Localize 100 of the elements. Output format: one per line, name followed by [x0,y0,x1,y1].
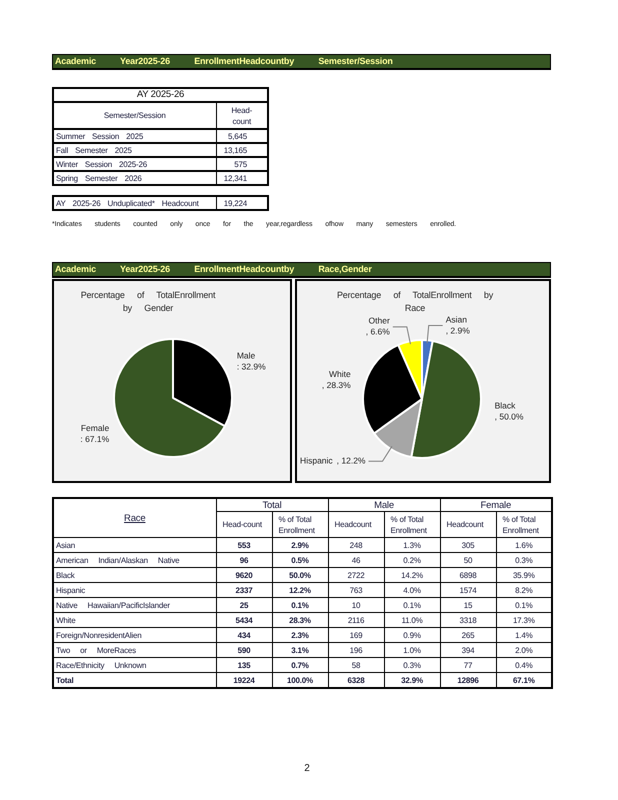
text: 2337 [236,586,252,594]
data-label: , 2.9% [446,325,470,336]
slice-label: Other [368,316,390,326]
text: 46 [352,556,360,564]
category-label: Summer Session 2025 [56,132,144,140]
slice-label: Male [236,350,256,361]
category-label: Male [328,498,440,512]
text: 2116 [348,616,364,624]
text: 0.2% [403,556,421,564]
text: 2.9% [291,540,309,550]
text: Headcount [446,520,484,529]
text: 6328 [348,676,365,684]
category-label: Native Hawaiian/PacificIslander [56,600,170,610]
chart-title: Percentage of TotalEnrollment by Race [336,289,494,315]
text: 2722 [348,570,365,580]
text: 169 [350,630,362,640]
data-label: , 12.2% [336,456,366,466]
text: 3318 [460,616,477,624]
text: 58 [352,660,360,670]
chart-title: Percentage of TotalEnrollment by Gender [80,289,216,315]
text: 35.9% [512,570,535,580]
category-label: White [56,616,76,624]
text: 5,645 [228,132,247,140]
text: 0.7% [291,660,309,670]
slice-label: Hispanic [300,456,334,466]
text: 5434 [236,616,252,624]
text: 25 [240,600,248,610]
text: 9620 [236,570,252,580]
text: 17.3% [512,616,535,624]
text: Race [53,498,216,538]
text: 0.3% [403,660,421,670]
text: 32.9% [401,676,423,684]
category-label: Winter Session 2025-26 [56,160,147,168]
text: 763 [350,586,362,594]
data-label: : 32.9% [236,362,266,372]
text: 12.2% [289,586,311,594]
category-label: Foreign/NonresidentAlien [56,630,142,640]
text: 394 [462,646,474,654]
text: 3.1% [291,646,309,654]
text: 265 [462,630,474,640]
category-label: American Indian/Alaskan Native [56,556,180,564]
text: 2.3% [291,630,309,640]
text: 13,165 [224,146,247,154]
text: 19224 [233,676,255,684]
text: 575 [234,160,247,168]
category-label: Total [56,676,74,684]
data-label: : 67.1% [80,434,110,444]
category-label: Spring Semester 2026 [56,174,142,182]
category-label: AY 2025-26 Unduplicated* Headcount [56,198,199,208]
text: 11.0% [401,616,423,624]
text: 0.5% [291,556,309,564]
text: Headcount [334,520,372,529]
text: 50.0% [289,570,311,580]
slice-label: Black [494,400,516,411]
text: 1.3% [403,540,421,550]
text: Head-count [222,520,262,529]
text: 50 [464,556,472,564]
text: Academic Year2025-26 EnrollmentHeadcountby Race,Gender [52,262,551,278]
text: 590 [238,646,250,654]
data-label: , 28.3% [322,380,352,390]
text: 1.0% [403,646,421,654]
text: 19,224 [224,198,247,208]
text: 12,341 [224,174,247,182]
text: 6898 [460,570,477,580]
text: Academic Year2025-26 EnrollmentHeadcountby Semester/Session [52,54,551,70]
text: 12896 [457,676,479,684]
text: 77 [464,660,472,670]
text: Semester/Session [53,102,216,129]
text: 0.1% [403,600,421,610]
text: 135 [238,660,250,670]
text: 1574 [460,586,477,594]
category-label: Female [440,498,552,512]
text: 1.4% [515,630,532,640]
text: 1.6% [515,540,532,550]
data-label: , 50.0% [494,412,524,422]
category-label: Black [56,570,75,580]
text: 553 [238,540,250,550]
text: 8.2% [515,586,532,594]
data-label: , 6.6% [366,326,390,337]
text: 96 [240,556,248,564]
category-label: Hispanic [56,586,86,594]
category-label: Asian [56,540,76,550]
category-label: Race/Ethnicity Unknown [56,660,146,670]
text: % of Total Enrollment [390,514,427,534]
text: 4.0% [403,586,421,594]
text: % of Total Enrollment [278,514,315,534]
text: AY 2025-26 [53,88,268,102]
slice-label: White [328,369,351,380]
text: 0.3% [515,556,532,564]
text: 2 [304,763,310,774]
slice-label: Asian [446,314,468,324]
category-label: Head-count [216,102,268,129]
text: 305 [462,540,474,550]
text: 100.0% [287,676,313,684]
text: 28.3% [289,616,311,624]
category-label: Total [216,498,328,512]
text: 196 [350,646,362,654]
text: 10 [352,600,360,610]
text: 434 [238,630,250,640]
slice-label: Female [80,423,110,434]
